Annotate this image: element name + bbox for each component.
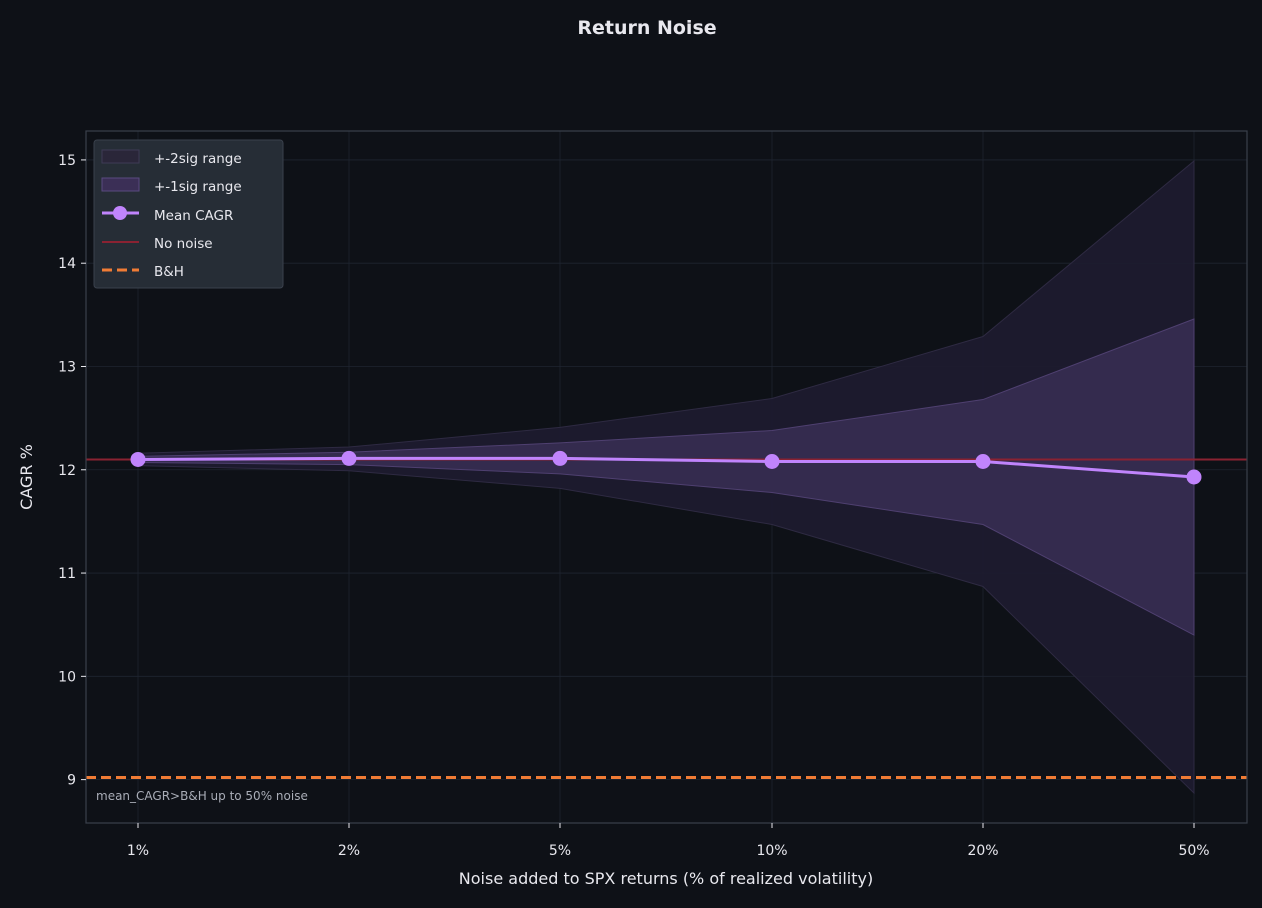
mean-cagr-point: [764, 454, 780, 470]
legend-label-1sig: +-1sig range: [154, 179, 242, 195]
x-axis-label: Noise added to SPX returns (% of realize…: [459, 869, 873, 888]
legend-label-bh: B&H: [154, 264, 184, 280]
legend-marker-mean: [113, 206, 127, 220]
y-tick-label: 9: [67, 773, 76, 789]
y-axis-label: CAGR %: [17, 444, 36, 510]
x-tick-label: 1%: [127, 843, 149, 859]
mean-cagr-point: [1186, 469, 1202, 485]
y-tick-label: 10: [58, 669, 76, 685]
mean-cagr-series: [130, 450, 1202, 485]
legend-label-mean: Mean CAGR: [154, 208, 233, 224]
x-tick-label: 10%: [756, 843, 787, 859]
legend-label-2sig: +-2sig range: [154, 151, 242, 167]
x-tick-label: 5%: [549, 843, 571, 859]
annotation-text: mean_CAGR>B&H up to 50% noise: [96, 789, 308, 803]
y-tick-label: 11: [58, 566, 76, 582]
mean-cagr-point: [341, 450, 357, 466]
y-tick-label: 15: [58, 153, 76, 169]
y-tick-label: 13: [58, 359, 76, 375]
legend: +-2sig range +-1sig range Mean CAGR No n…: [93, 139, 284, 289]
legend-box: [93, 139, 284, 289]
y-tick-label: 14: [58, 256, 76, 272]
legend-swatch-1sig: [101, 177, 140, 192]
mean-cagr-point: [552, 450, 568, 466]
legend-swatch-2sig: [101, 149, 140, 164]
x-tick-label: 2%: [338, 843, 360, 859]
legend-label-no-noise: No noise: [154, 236, 213, 252]
y-axis-ticks: 9 10 11 12 13 14 15: [58, 153, 86, 789]
plot-frame: [85, 130, 1248, 824]
y-tick-label: 12: [58, 463, 76, 479]
chart-title: Return Noise: [577, 17, 716, 39]
mean-cagr-point: [975, 454, 991, 470]
mean-cagr-line: [137, 456, 1195, 479]
x-tick-label: 20%: [967, 843, 998, 859]
x-axis-ticks: 1% 2% 5% 10% 20% 50%: [127, 823, 1210, 859]
x-tick-label: 50%: [1178, 843, 1209, 859]
mean-cagr-point: [130, 451, 146, 467]
